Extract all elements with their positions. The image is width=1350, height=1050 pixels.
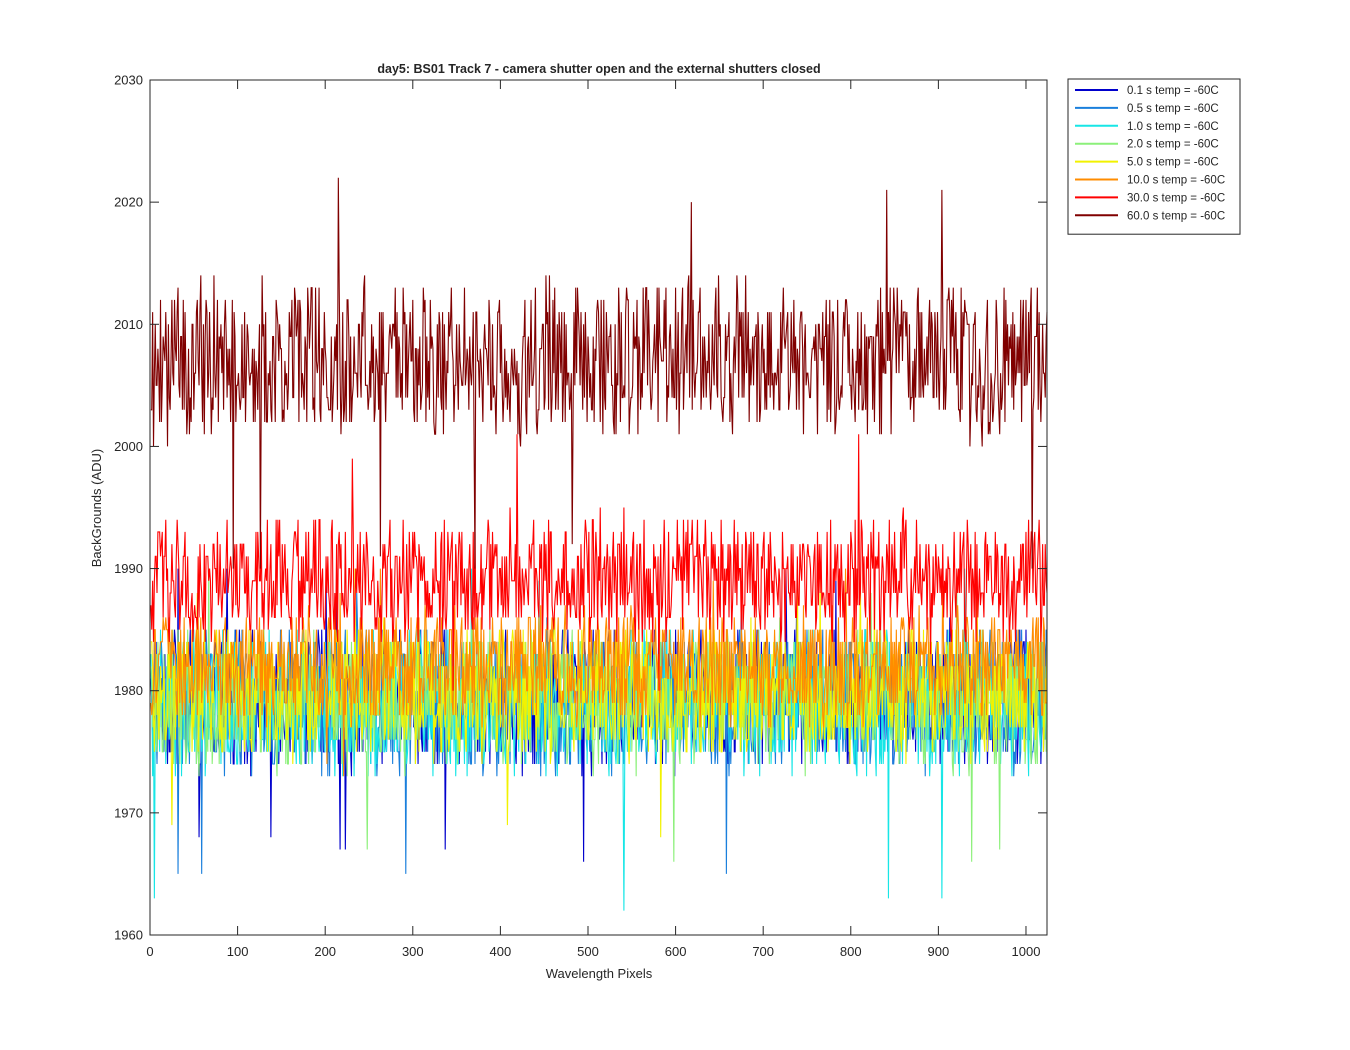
y-axis-label: BackGrounds (ADU) <box>89 449 104 567</box>
legend-entry-5: 10.0 s temp = -60C <box>1127 175 1225 187</box>
legend-box <box>1067 78 1241 235</box>
y-tick-label: 1960 <box>114 928 143 943</box>
x-tick-label: 300 <box>402 944 424 959</box>
y-tick-label: 2010 <box>114 317 143 332</box>
y-tick-label: 2000 <box>114 439 143 454</box>
x-tick-label: 100 <box>227 944 249 959</box>
legend-entry-3: 2.0 s temp = -60C <box>1127 139 1219 151</box>
series-line-6 <box>150 434 1048 691</box>
legend-entry-4: 5.0 s temp = -60C <box>1127 157 1219 169</box>
x-tick-label: 600 <box>665 944 687 959</box>
legend: 0.1 s temp = -60C 0.5 s temp = -60C 1.0 s … <box>1067 78 1241 235</box>
legend-entry-1: 0.5 s temp = -60C <box>1127 103 1219 115</box>
x-axis-label: Wavelength Pixels <box>546 966 653 981</box>
x-tick-label: 800 <box>840 944 862 959</box>
x-tick-label: 1000 <box>1012 944 1041 959</box>
legend-entry-6: 30.0 s temp = -60C <box>1127 192 1225 204</box>
chart-title: day5: BS01 Track 7 - camera shutter open… <box>377 62 820 76</box>
x-tick-label: 500 <box>577 944 599 959</box>
y-tick-label: 1990 <box>114 561 143 576</box>
x-tick-label: 400 <box>490 944 512 959</box>
axes: 0 100 200 300 400 500 600 700 800 900 1000 1960 1970… <box>114 73 1048 959</box>
legend-entry-0: 0.1 s temp = -60C <box>1127 85 1219 97</box>
y-tick-label: 1980 <box>114 683 143 698</box>
plot-area <box>150 177 1048 911</box>
series-line-7 <box>150 177 1048 569</box>
legend-entry-2: 1.0 s temp = -60C <box>1127 121 1219 133</box>
x-tick-label: 900 <box>928 944 950 959</box>
axes-box <box>149 79 1048 936</box>
y-tick-label: 2030 <box>114 73 143 88</box>
series-line-5 <box>150 568 1047 777</box>
x-tick-label: 200 <box>314 944 336 959</box>
x-tick-label: 700 <box>752 944 774 959</box>
x-tick-label: 0 <box>146 944 153 959</box>
y-tick-label: 2020 <box>114 195 143 210</box>
y-tick-label: 1970 <box>114 805 143 820</box>
legend-entry-7: 60.0 s temp = -60C <box>1127 210 1225 222</box>
